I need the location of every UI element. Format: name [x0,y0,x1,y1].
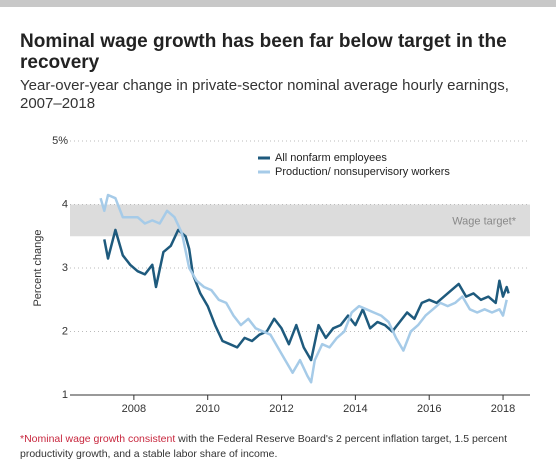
footnote-highlight: *Nominal wage growth consistent [20,433,176,445]
legend-label: Production/ nonsupervisory workers [275,166,450,178]
y-tick-label: 1 [62,389,68,401]
footnote: *Nominal wage growth consistent with the… [20,432,540,462]
top-bar [0,0,556,7]
y-tick-label: 2 [62,325,68,337]
chart-title: Nominal wage growth has been far below t… [20,31,507,52]
x-tick-label: 2018 [491,403,515,415]
x-tick-label: 2014 [343,403,367,415]
x-tick-label: 2012 [269,403,293,415]
y-axis-label: Percent change [32,229,44,306]
x-tick-label: 2008 [122,403,146,415]
footnote-text: with the Federal Reserve Board's 2 perce… [20,433,508,460]
chart-subtitle: Year-over-year change in private-sector … [20,77,509,94]
chart-subtitle: 2007–2018 [20,95,95,112]
y-tick-label: 4 [62,198,68,210]
target-band [70,204,530,237]
y-tick-label: 3 [62,262,68,274]
band-label: Wage target* [452,215,517,227]
series-line [99,193,508,384]
x-tick-label: 2010 [195,403,219,415]
x-tick-label: 2016 [417,403,441,415]
legend-label: All nonfarm employees [275,152,387,164]
y-tick-label: 5% [52,135,68,147]
series-line [103,228,510,362]
chart-title: recovery [20,52,100,73]
